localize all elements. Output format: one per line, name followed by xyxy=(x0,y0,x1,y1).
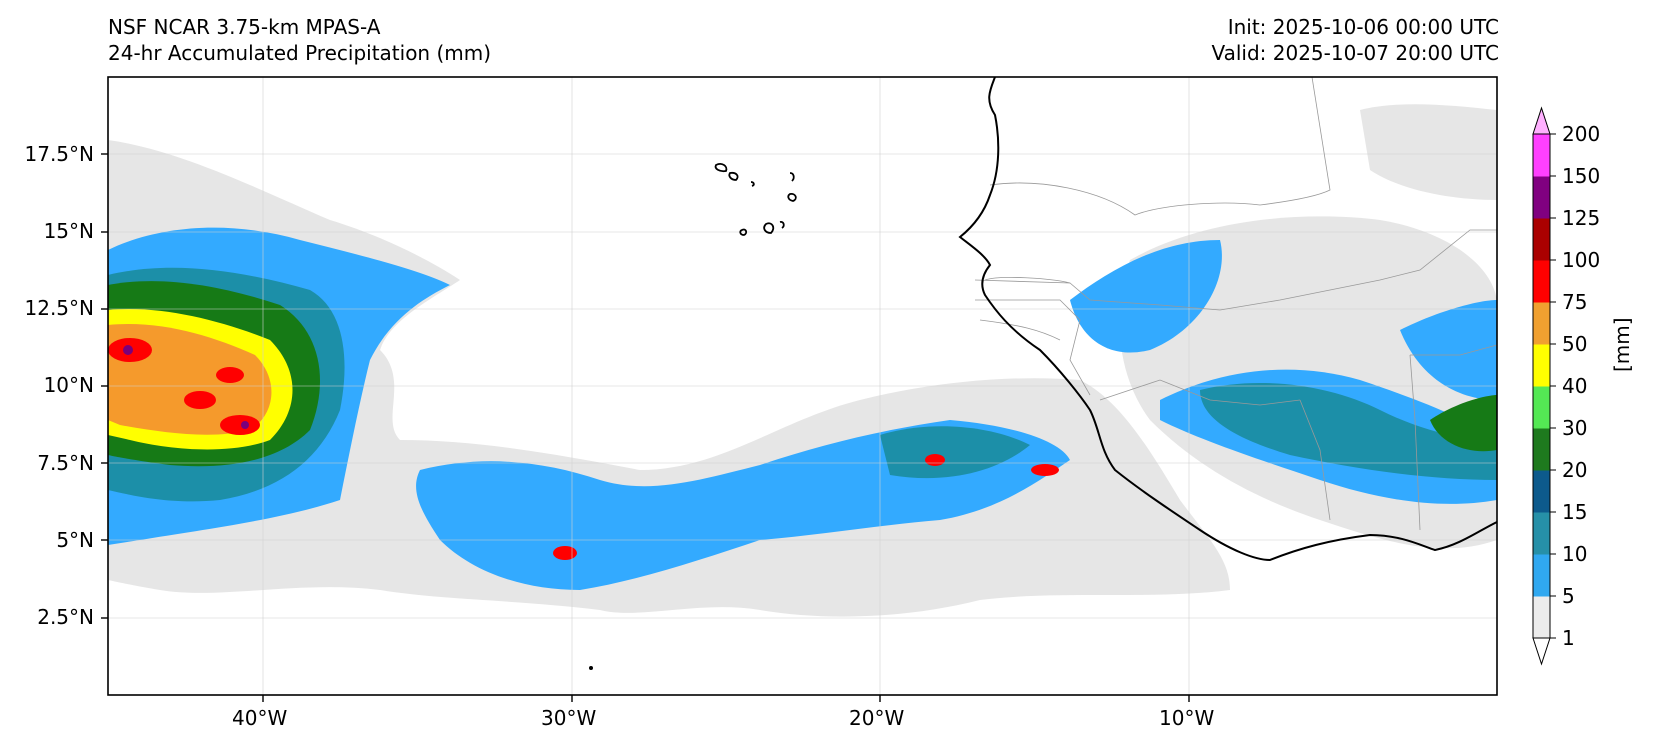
colorbar-segment xyxy=(1533,260,1550,303)
cell-purple-2 xyxy=(241,421,249,429)
colorbar-level-label: 200 xyxy=(1562,122,1601,146)
lon-label-40w: 40°W xyxy=(232,706,288,730)
blob-central-teal xyxy=(880,426,1030,479)
island-st-peter-paul xyxy=(589,666,593,670)
lat-label-5: 5°N xyxy=(56,528,94,552)
lat-label-17-5: 17.5°N xyxy=(24,142,95,166)
colorbar-segment xyxy=(1533,302,1550,345)
cell-red-4 xyxy=(216,367,244,383)
blob-east-teal xyxy=(1200,382,1497,480)
colorbar xyxy=(1532,106,1556,666)
lon-label-20w: 20°W xyxy=(849,706,905,730)
lat-label-2-5: 2.5°N xyxy=(37,605,94,629)
cell-red-7 xyxy=(1031,464,1059,476)
colorbar-level-label: 125 xyxy=(1562,206,1601,230)
map-body xyxy=(108,77,1497,695)
lat-label-10: 10°N xyxy=(43,373,94,397)
colorbar-level-label: 5 xyxy=(1562,584,1575,608)
colorbar-level-label: 1 xyxy=(1562,626,1575,650)
cell-red-6 xyxy=(925,454,945,466)
cell-red-2 xyxy=(184,391,216,409)
colorbar-segment xyxy=(1533,428,1550,471)
title-block-right: Init: 2025-10-06 00:00 UTC Valid: 2025-1… xyxy=(1211,14,1499,66)
colorbar-level-label: 75 xyxy=(1562,290,1588,314)
colorbar-segment xyxy=(1533,176,1550,219)
colorbar-level-label: 100 xyxy=(1562,248,1601,272)
blob-north-blue xyxy=(1070,240,1222,353)
coastline xyxy=(958,77,1497,562)
init-time: Init: 2025-10-06 00:00 UTC xyxy=(1227,15,1499,39)
title-block-left: NSF NCAR 3.75-km MPAS-A 24-hr Accumulate… xyxy=(108,14,491,66)
colorbar-segment xyxy=(1533,218,1550,261)
lon-label-30w: 30°W xyxy=(541,706,597,730)
light-precip-ne xyxy=(1360,104,1497,200)
colorbar-unit: [mm] xyxy=(1610,317,1634,372)
lat-label-15: 15°N xyxy=(43,219,94,243)
cell-red-3 xyxy=(220,415,260,435)
cell-red-5 xyxy=(553,546,577,560)
colorbar-segment xyxy=(1533,344,1550,387)
colorbar-level-label: 150 xyxy=(1562,164,1601,188)
colorbar-level-label: 15 xyxy=(1562,500,1588,524)
gridlines xyxy=(108,77,1497,695)
lat-label-7-5: 7.5°N xyxy=(37,451,94,475)
colorbar-level-label: 30 xyxy=(1562,416,1588,440)
colorbar-segment xyxy=(1533,386,1550,429)
colorbar-extend-below xyxy=(1532,637,1551,666)
colorbar-level-label: 10 xyxy=(1562,542,1588,566)
colorbar-segment xyxy=(1533,554,1550,597)
precip-125-150-layer xyxy=(123,345,249,429)
colorbar-segment xyxy=(1533,596,1550,639)
blob-ne-blue xyxy=(1400,300,1497,400)
model-title: NSF NCAR 3.75-km MPAS-A xyxy=(108,15,381,39)
axis-ticks xyxy=(101,153,1190,702)
valid-time: Valid: 2025-10-07 20:00 UTC xyxy=(1211,41,1499,65)
blob-east-green xyxy=(1430,395,1497,452)
country-borders xyxy=(974,77,1497,531)
lat-label-12-5: 12.5°N xyxy=(24,296,95,320)
colorbar-extend-above xyxy=(1532,106,1551,135)
field-title: 24-hr Accumulated Precipitation (mm) xyxy=(108,41,492,65)
colorbar-level-label: 20 xyxy=(1562,458,1588,482)
colorbar-segment xyxy=(1533,512,1550,555)
lon-label-10w: 10°W xyxy=(1159,706,1215,730)
cell-purple-1 xyxy=(123,345,133,355)
colorbar-segment xyxy=(1533,470,1550,513)
colorbar-segment xyxy=(1533,134,1550,177)
colorbar-level-label: 40 xyxy=(1562,374,1588,398)
cape-verde-islands xyxy=(714,163,797,236)
colorbar-level-label: 50 xyxy=(1562,332,1588,356)
